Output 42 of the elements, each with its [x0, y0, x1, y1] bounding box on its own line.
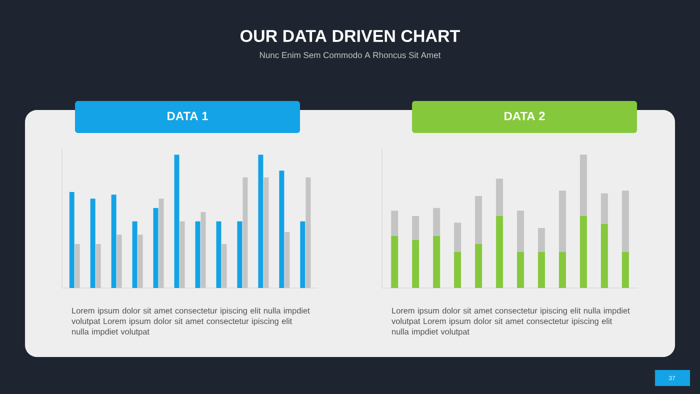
bar [558, 190, 566, 252]
bar [279, 170, 284, 288]
text: Lorem ipsum dolor sit amet consectetur ipiscing elit nulla impdiet volutpat Lorem ipsum dolor sit amet consectetur ipiscing elit nulla impdiet volutpat [392, 308, 630, 336]
bar [153, 208, 158, 288]
bar [622, 190, 629, 252]
bar [517, 252, 524, 288]
bar [391, 236, 398, 288]
bar [475, 244, 482, 288]
bar [69, 192, 74, 288]
bar [454, 222, 462, 252]
bar [90, 198, 96, 288]
bar [558, 252, 566, 288]
bar [600, 193, 608, 224]
bar [433, 208, 440, 236]
bar [600, 224, 608, 288]
bar [174, 154, 180, 288]
bar [216, 221, 222, 288]
bar [412, 240, 420, 288]
text: Nunc Enim Sem Commodo A Rhoncus Sit Amet [260, 52, 441, 58]
bar [496, 178, 504, 216]
bar [538, 228, 545, 252]
bar [433, 236, 440, 288]
text: OUR DATA DRIVEN CHART [240, 30, 460, 42]
bar [195, 221, 200, 288]
bar [496, 216, 504, 288]
chart-title: DATA 1 [168, 112, 208, 120]
bar [111, 194, 116, 288]
bar [300, 221, 306, 288]
bar [258, 154, 264, 288]
bar [475, 196, 482, 244]
chart-title: DATA 2 [504, 112, 545, 120]
bar [412, 216, 420, 240]
bar [454, 252, 462, 288]
bar [580, 154, 587, 216]
bar [237, 221, 242, 288]
bar [580, 216, 587, 288]
bar [391, 210, 398, 236]
bar [132, 221, 138, 288]
text: Lorem ipsum dolor sit amet consectetur ipiscing elit nulla impdiet volutpat Lorem ipsum dolor sit amet consectetur ipiscing elit nulla impdiet volutpat [72, 308, 310, 336]
bar [517, 210, 524, 252]
bar [538, 252, 545, 288]
bar [622, 252, 629, 288]
